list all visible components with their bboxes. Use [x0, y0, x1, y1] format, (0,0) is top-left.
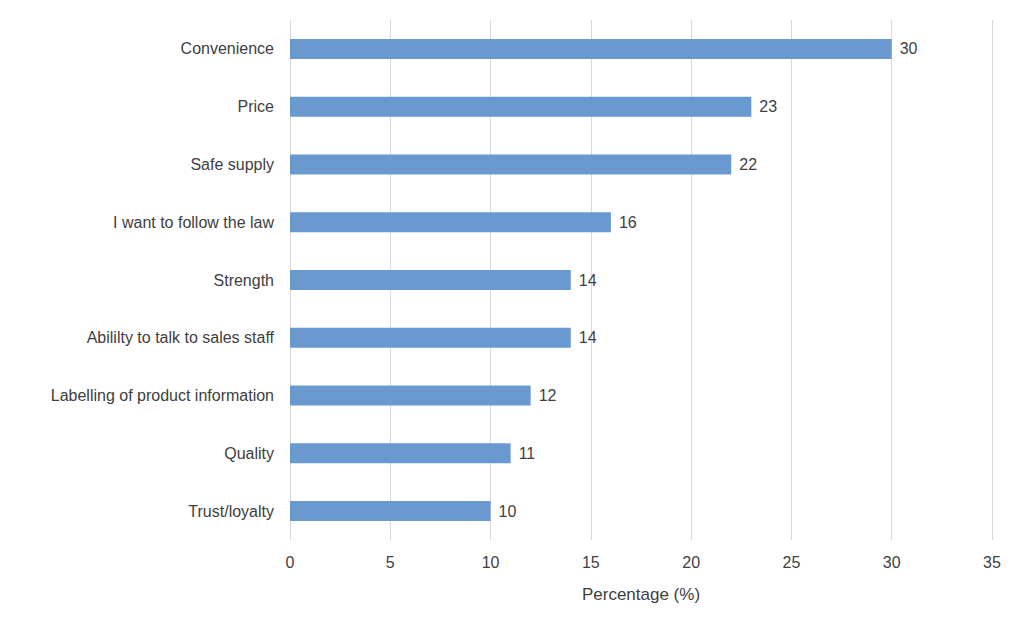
svg-text:14: 14 [579, 272, 597, 289]
svg-text:23: 23 [759, 98, 777, 115]
svg-text:10: 10 [482, 554, 500, 571]
svg-text:16: 16 [619, 214, 637, 231]
svg-text:30: 30 [900, 40, 918, 57]
svg-text:20: 20 [682, 554, 700, 571]
svg-text:0: 0 [286, 554, 295, 571]
svg-text:14: 14 [579, 329, 597, 346]
svg-text:15: 15 [582, 554, 600, 571]
svg-text:Abililty to talk to sales staf: Abililty to talk to sales staff [87, 329, 275, 346]
svg-text:22: 22 [739, 156, 757, 173]
svg-text:25: 25 [783, 554, 801, 571]
svg-text:12: 12 [539, 387, 557, 404]
svg-text:I want to follow the law: I want to follow the law [113, 214, 274, 231]
svg-text:Convenience: Convenience [181, 40, 275, 57]
svg-text:Trust/loyalty: Trust/loyalty [188, 503, 274, 520]
svg-text:30: 30 [883, 554, 901, 571]
svg-text:Labelling of product informati: Labelling of product information [51, 387, 274, 404]
svg-text:Quality: Quality [224, 445, 274, 462]
svg-text:Strength: Strength [214, 272, 274, 289]
svg-text:Percentage (%): Percentage (%) [582, 585, 700, 604]
svg-text:Price: Price [238, 98, 275, 115]
svg-text:5: 5 [386, 554, 395, 571]
svg-text:35: 35 [983, 554, 1001, 571]
svg-text:11: 11 [519, 445, 536, 462]
svg-text:Safe supply: Safe supply [190, 156, 274, 173]
svg-text:10: 10 [499, 503, 517, 520]
